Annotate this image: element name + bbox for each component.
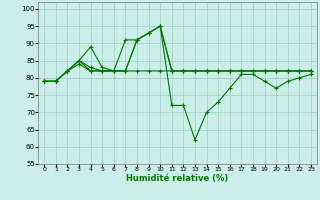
X-axis label: Humidité relative (%): Humidité relative (%) <box>126 174 229 183</box>
